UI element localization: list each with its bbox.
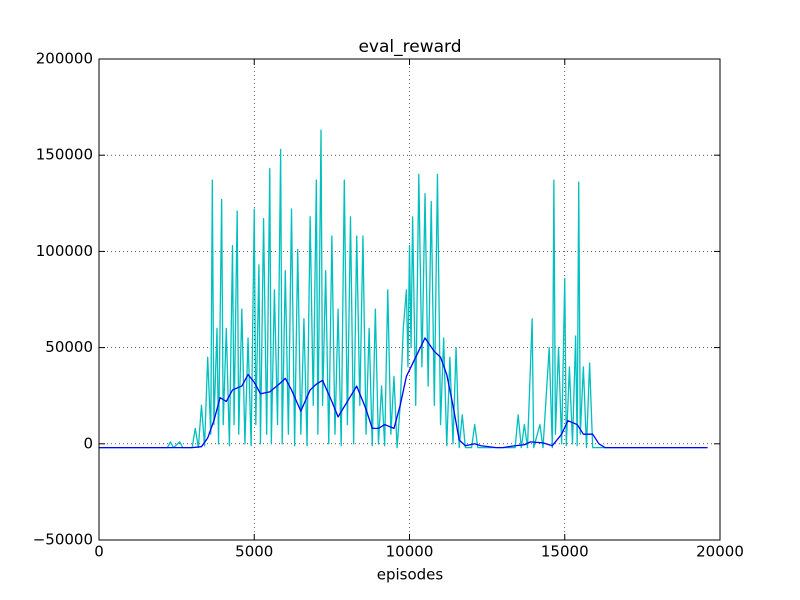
x-tick-label: 10000 <box>386 543 434 561</box>
series-line <box>99 337 708 449</box>
y-tick-label: −50000 <box>33 531 93 549</box>
x-tick-label: 0 <box>94 543 104 561</box>
y-tick-label: 50000 <box>45 338 93 356</box>
x-tick-label: 20000 <box>696 543 744 561</box>
chart-title: eval_reward <box>358 37 461 57</box>
x-tick-label: 5000 <box>235 543 273 561</box>
y-tick-label: 150000 <box>36 146 93 164</box>
y-tick-label: 0 <box>83 434 93 452</box>
x-tick-label: 15000 <box>541 543 589 561</box>
plot-area <box>98 58 721 541</box>
plot-frame <box>98 58 721 541</box>
x-axis-label: episodes <box>377 566 444 584</box>
y-tick-label: 100000 <box>36 242 93 260</box>
y-tick-label: 200000 <box>36 50 93 68</box>
